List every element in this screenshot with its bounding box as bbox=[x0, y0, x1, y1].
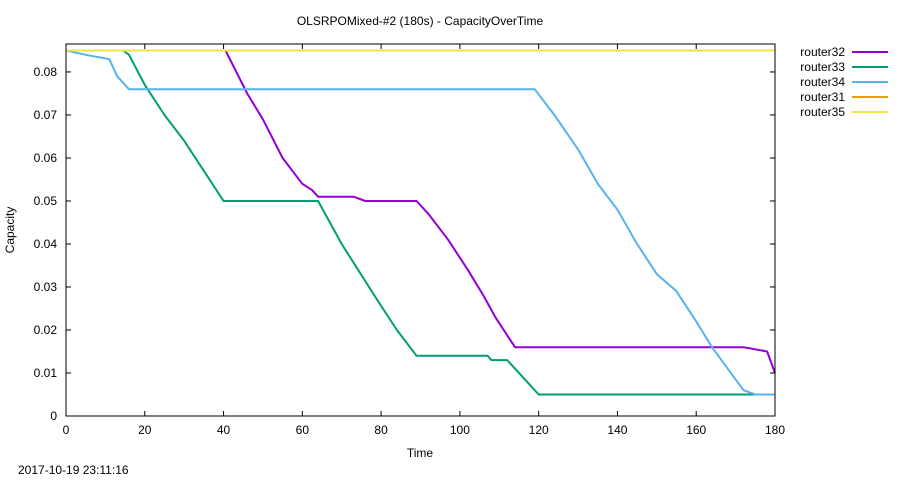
y-tick-label: 0.06 bbox=[34, 151, 58, 165]
series-line-router33 bbox=[122, 49, 775, 396]
series-line-router32 bbox=[224, 50, 776, 374]
plot-frame bbox=[65, 43, 776, 417]
x-tick-label: 0 bbox=[63, 423, 70, 437]
legend-label-router33: router33 bbox=[800, 60, 845, 74]
chart-title: OLSRPOMixed-#2 (180s) - CapacityOverTime bbox=[297, 14, 544, 28]
y-tick-label: 0.03 bbox=[34, 280, 58, 294]
x-tick-label: 100 bbox=[450, 423, 470, 437]
y-tick-label: 0.02 bbox=[34, 323, 58, 337]
x-tick-label: 160 bbox=[686, 423, 706, 437]
y-tick-label: 0 bbox=[50, 409, 57, 423]
x-axis: 0 20 40 60 80 100 120 140 160 180 bbox=[63, 44, 785, 437]
x-tick-label: 60 bbox=[296, 423, 310, 437]
legend-label-router32: router32 bbox=[800, 45, 845, 59]
y-axis: 0 0.01 0.02 0.03 0.04 0.05 0.06 0.07 0.08 bbox=[34, 65, 775, 423]
plot-series bbox=[65, 49, 776, 396]
x-axis-label: Time bbox=[407, 446, 434, 460]
x-tick-label: 40 bbox=[217, 423, 231, 437]
y-tick-label: 0.08 bbox=[34, 65, 58, 79]
timestamp: 2017-10-19 23:11:16 bbox=[18, 463, 129, 477]
y-tick-label: 0.07 bbox=[34, 108, 58, 122]
legend-label-router35: router35 bbox=[800, 105, 845, 119]
y-axis-label: Capacity bbox=[3, 207, 17, 254]
y-tick-label: 0.05 bbox=[34, 194, 58, 208]
x-tick-label: 20 bbox=[138, 423, 152, 437]
x-tick-label: 140 bbox=[607, 423, 627, 437]
y-tick-label: 0.04 bbox=[34, 237, 58, 251]
legend-label-router31: router31 bbox=[800, 90, 845, 104]
x-tick-label: 180 bbox=[765, 423, 785, 437]
legend-label-router34: router34 bbox=[800, 75, 845, 89]
x-tick-label: 80 bbox=[374, 423, 388, 437]
series-line-router34 bbox=[65, 49, 775, 396]
x-tick-label: 120 bbox=[529, 423, 549, 437]
y-tick-label: 0.01 bbox=[34, 366, 58, 380]
